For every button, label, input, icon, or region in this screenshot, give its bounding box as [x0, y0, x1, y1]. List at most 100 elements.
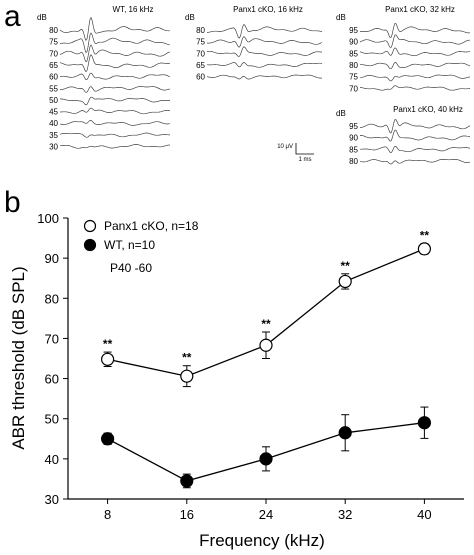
- db-level-label: 55: [49, 84, 58, 93]
- y-tick-label: 40: [45, 452, 59, 467]
- db-level-label: 35: [49, 131, 58, 140]
- db-level-label: 75: [196, 38, 205, 47]
- waveform-trace: [359, 34, 471, 48]
- scale-bar-time: 1 ms: [298, 157, 311, 163]
- db-level-label: 75: [349, 73, 358, 82]
- legend-label-wt: WT, n=10: [104, 238, 155, 252]
- legend: Panx1 cKO, n=18 WT, n=10: [83, 219, 199, 252]
- data-point: [180, 369, 194, 383]
- x-axis-label: Frequency (kHz): [199, 531, 325, 550]
- y-tick-label: 100: [37, 211, 59, 226]
- y-tick-label: 30: [45, 492, 59, 507]
- data-point: [100, 432, 115, 446]
- data-point: [259, 452, 273, 466]
- db-level-label: 60: [49, 73, 58, 82]
- data-point: [417, 416, 431, 430]
- annotation-text: P40 -60: [110, 261, 152, 275]
- y-ticks: 30 40 50 60 70 80 90 100: [37, 211, 68, 507]
- significance-mark: **: [341, 259, 351, 273]
- db-level-label: 95: [349, 26, 358, 35]
- db-level-label: 90: [349, 134, 358, 143]
- legend-marker-wt: [83, 238, 97, 252]
- waveform-trace: [359, 158, 471, 165]
- waveform-trace: [60, 107, 171, 115]
- panel-label-a: a: [4, 0, 21, 33]
- y-tick-label: 70: [45, 331, 59, 346]
- db-level-label: 70: [349, 84, 358, 93]
- db-level-label: 70: [196, 49, 205, 58]
- data-point: [338, 426, 352, 440]
- y-tick-label: 60: [45, 372, 59, 387]
- waveform-trace: [59, 44, 171, 63]
- db-unit-label: dB: [185, 13, 195, 22]
- db-level-label: 95: [349, 122, 358, 131]
- legend-marker-cko: [83, 219, 97, 233]
- waveform-trace: [60, 72, 171, 81]
- x-tick-label: 24: [259, 507, 273, 522]
- db-level-label: 40: [49, 119, 58, 128]
- waveform-trace: [359, 85, 471, 91]
- db-level-label: 60: [196, 73, 205, 82]
- waveform-trace: [59, 32, 171, 54]
- y-tick-label: 50: [45, 412, 59, 427]
- db-unit-label: dB: [336, 109, 346, 118]
- waveform-trace: [359, 47, 471, 57]
- scale-bar-lines: [295, 143, 314, 155]
- db-level-label: 90: [349, 38, 358, 47]
- waveform-group-title: Panx1 cKO, 16 kHz: [233, 5, 303, 14]
- db-level-label: 45: [49, 108, 58, 117]
- waveform-trace: [206, 62, 323, 68]
- waveform-trace: [206, 74, 323, 80]
- significance-mark: **: [182, 351, 192, 365]
- series-wt: [100, 406, 431, 489]
- series-layer: ** ** ** ** **: [100, 229, 431, 489]
- db-level-label: 70: [49, 49, 58, 58]
- db-level-label: 65: [196, 61, 205, 70]
- db-unit-label: dB: [336, 13, 346, 22]
- waveform-trace: [59, 96, 171, 106]
- significance-mark: **: [103, 337, 113, 351]
- x-ticks: 8 16 24 32 40: [104, 499, 432, 522]
- y-tick-label: 80: [45, 291, 59, 306]
- scale-bar-amplitude: 10 μV: [277, 144, 293, 150]
- data-point: [417, 242, 431, 256]
- db-level-label: 65: [49, 61, 58, 70]
- db-level-label: 80: [349, 61, 358, 70]
- series-panx1-cko: ** ** ** ** **: [100, 229, 431, 388]
- waveform-trace: [59, 86, 171, 93]
- x-tick-label: 16: [180, 507, 194, 522]
- db-level-label: 80: [349, 157, 358, 166]
- waveform-trace: [59, 120, 171, 126]
- panel-label-b: b: [4, 186, 21, 219]
- data-point: [100, 352, 115, 366]
- waveform-group-title: WT, 16 kHz: [113, 5, 154, 14]
- waveform-trace: [360, 145, 471, 154]
- db-level-label: 85: [349, 145, 358, 154]
- scale-bar: 10 μV 1 ms: [277, 143, 314, 163]
- data-point: [180, 474, 194, 488]
- x-tick-label: 32: [338, 507, 352, 522]
- db-level-label: 80: [196, 26, 205, 35]
- data-point: [259, 338, 273, 352]
- waveform-trace: [206, 36, 323, 48]
- y-axis-label: ABR threshold (dB SPL): [9, 266, 28, 449]
- waveform-trace: [207, 24, 323, 39]
- db-level-label: 85: [349, 49, 358, 58]
- waveform-trace: [359, 22, 471, 38]
- waveform-trace: [59, 16, 170, 42]
- waveform-trace: [359, 62, 471, 70]
- threshold-chart: 30 40 50 60 70 80 90 100 8 16 24 32 40 ** ** ** ** ** A…: [9, 211, 464, 550]
- significance-mark: **: [420, 229, 430, 243]
- db-level-label: 50: [49, 96, 58, 105]
- data-point: [338, 274, 352, 289]
- waveform-trace: [206, 46, 323, 57]
- abr-waveform-panel: WT, 16 kHzdB8075706560555045403530Panx1 …: [37, 5, 471, 166]
- waveform-trace: [359, 119, 471, 134]
- waveform-trace: [60, 144, 170, 149]
- waveform-trace: [359, 74, 471, 82]
